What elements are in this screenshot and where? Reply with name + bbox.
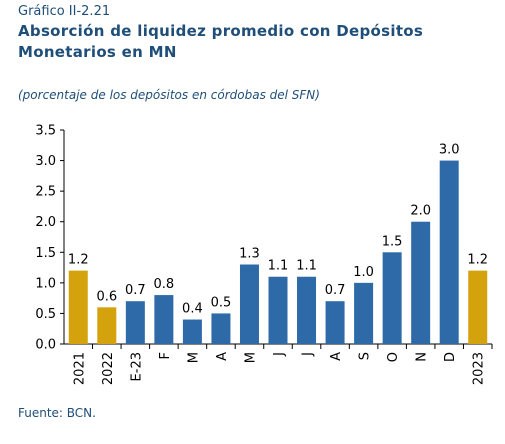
bar bbox=[97, 307, 117, 344]
bar bbox=[182, 319, 202, 344]
x-tick-label: 2023 bbox=[472, 352, 487, 385]
x-tick-label: J bbox=[301, 352, 316, 357]
bar bbox=[382, 252, 402, 344]
chart-title: Absorción de liquidez promedio con Depós… bbox=[18, 22, 424, 61]
bar bbox=[468, 270, 488, 344]
x-tick-label: 2022 bbox=[101, 352, 116, 385]
bar bbox=[211, 313, 231, 344]
chart-subtitle: (porcentaje de los depósitos en córdobas… bbox=[18, 88, 320, 102]
x-tick-label: F bbox=[158, 352, 173, 359]
x-tick-label: A bbox=[215, 352, 230, 361]
bar bbox=[68, 270, 88, 344]
x-tick-label: A bbox=[329, 352, 344, 361]
bar bbox=[154, 295, 174, 344]
data-label: 3.0 bbox=[439, 143, 460, 158]
y-tick-label: 1.0 bbox=[35, 276, 56, 291]
bar bbox=[325, 301, 345, 344]
data-label: 2.0 bbox=[410, 204, 431, 219]
y-tick-label: 0.5 bbox=[35, 307, 56, 322]
x-tick-label: N bbox=[415, 352, 430, 362]
y-tick-label: 3.5 bbox=[35, 124, 56, 139]
bar bbox=[411, 221, 431, 344]
data-label: 1.2 bbox=[467, 253, 488, 268]
y-tick-label: 1.5 bbox=[35, 246, 56, 261]
data-label: 0.7 bbox=[125, 283, 146, 298]
y-tick-label: 0.0 bbox=[35, 338, 56, 353]
x-tick-label: M bbox=[243, 352, 258, 363]
data-label: 1.0 bbox=[353, 265, 374, 280]
bar bbox=[297, 276, 317, 344]
x-tick-label: M bbox=[186, 352, 201, 363]
data-label: 1.3 bbox=[239, 247, 260, 262]
bar bbox=[239, 264, 259, 344]
data-label: 0.8 bbox=[154, 277, 175, 292]
data-label: 0.4 bbox=[182, 302, 203, 317]
data-label: 1.1 bbox=[296, 259, 317, 274]
bar bbox=[354, 282, 374, 344]
x-tick-label: E-23 bbox=[129, 352, 144, 381]
data-label: 1.5 bbox=[382, 234, 403, 249]
bar bbox=[268, 276, 288, 344]
data-label: 0.6 bbox=[96, 289, 117, 304]
y-tick-label: 2.0 bbox=[35, 215, 56, 230]
y-tick-label: 2.5 bbox=[35, 185, 56, 200]
x-tick-label: J bbox=[272, 352, 287, 357]
data-label: 0.5 bbox=[211, 295, 232, 310]
data-label: 1.2 bbox=[68, 253, 89, 268]
x-tick-label: D bbox=[443, 352, 458, 362]
x-tick-label: O bbox=[386, 352, 401, 362]
bar bbox=[439, 160, 459, 344]
source-note: Fuente: BCN. bbox=[18, 406, 96, 420]
y-tick-label: 3.0 bbox=[35, 154, 56, 169]
data-label: 0.7 bbox=[325, 283, 346, 298]
bar bbox=[125, 301, 145, 344]
x-tick-label: S bbox=[358, 352, 373, 360]
figure-label: Gráfico II-2.21 bbox=[18, 4, 111, 19]
data-label: 1.1 bbox=[268, 259, 289, 274]
x-tick-label: 2021 bbox=[72, 352, 87, 385]
